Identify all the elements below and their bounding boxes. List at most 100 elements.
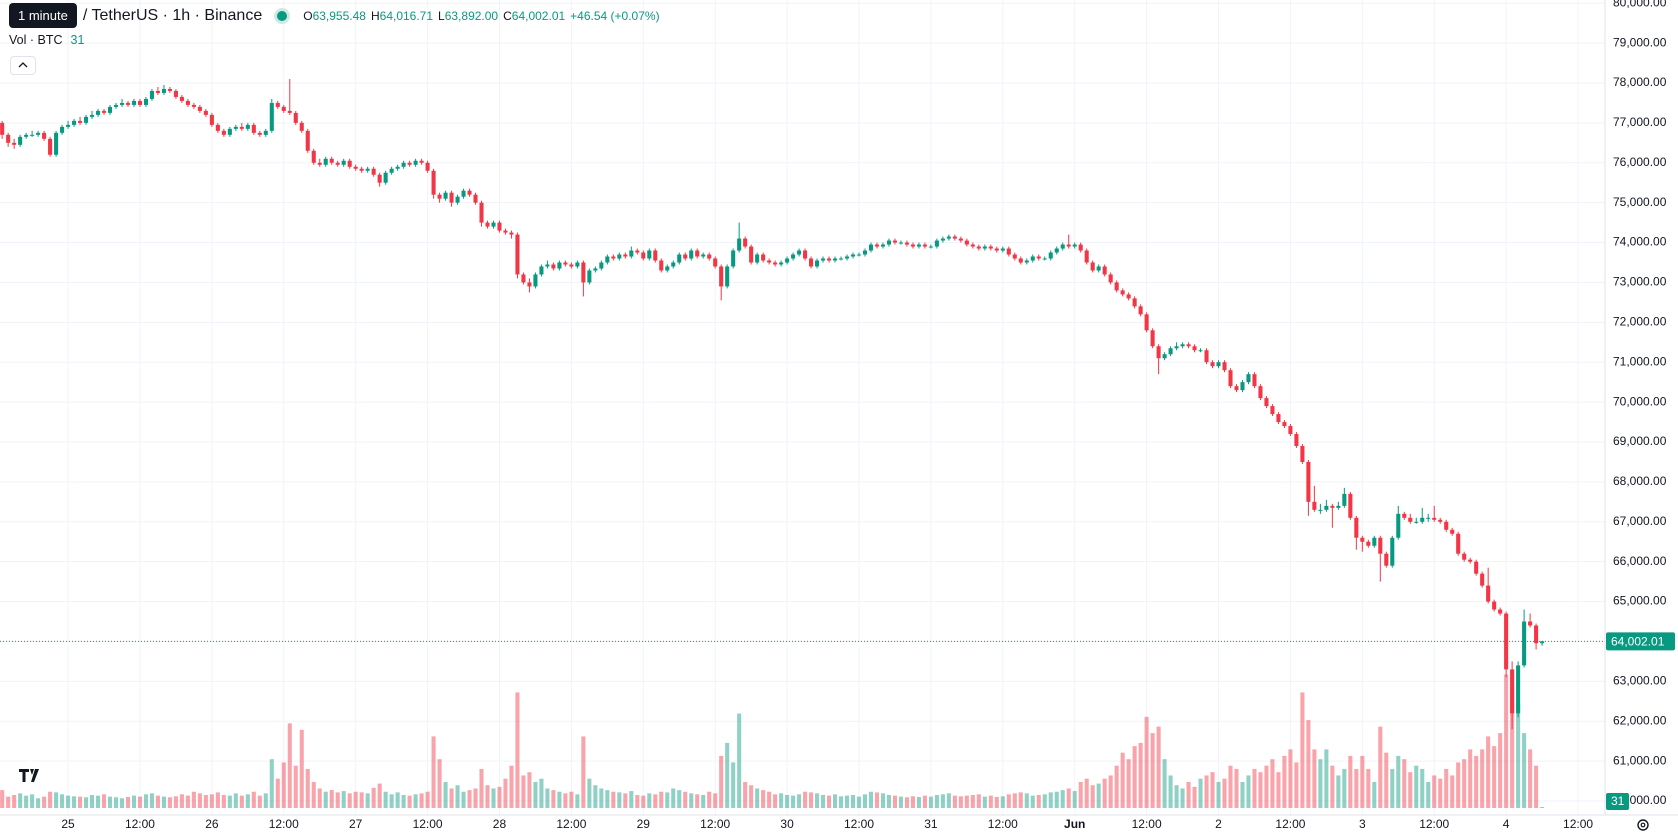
- candle-body: [1510, 669, 1515, 714]
- candle-body: [545, 264, 550, 267]
- volume-bar: [185, 795, 190, 808]
- candle-body: [101, 110, 107, 113]
- volume-bar: [18, 793, 23, 808]
- volume-bar: [1354, 768, 1359, 808]
- candle-body: [215, 124, 220, 131]
- candle-body: [605, 256, 610, 263]
- volume-bar: [137, 796, 143, 808]
- volume-bar: [1144, 716, 1149, 808]
- candle-body: [281, 106, 286, 111]
- candle-body: [1354, 517, 1359, 538]
- candle-body: [1138, 306, 1143, 315]
- candle-body: [0, 122, 5, 135]
- candle-body: [1372, 537, 1377, 546]
- volume-bar: [922, 795, 927, 808]
- candle-body: [1306, 461, 1311, 502]
- volume-bar: [1396, 755, 1401, 808]
- volume-bar: [305, 768, 310, 808]
- tv-logo: [16, 761, 46, 791]
- volume-bar: [72, 796, 77, 808]
- candle-body: [275, 102, 280, 107]
- volume-value: 31: [70, 33, 85, 47]
- volume-bar: [78, 796, 83, 808]
- candle-body: [904, 242, 909, 245]
- settings-button[interactable]: [1637, 819, 1649, 831]
- ohlc-key: C: [503, 8, 512, 23]
- candle-body: [1120, 290, 1125, 295]
- candle-body: [36, 132, 41, 135]
- candle-body: [353, 166, 358, 169]
- volume-bar: [1084, 778, 1089, 808]
- collapse-icon[interactable]: [11, 57, 35, 74]
- volume-bar: [48, 791, 53, 808]
- candle-body: [1462, 553, 1467, 560]
- candle-body: [1048, 252, 1053, 259]
- candle-body: [1528, 621, 1533, 626]
- volume-bar: [371, 787, 376, 808]
- volume-bar: [30, 794, 35, 808]
- candle-body: [1294, 434, 1299, 446]
- volume-bar: [1462, 759, 1467, 808]
- volume-bar: [1438, 778, 1443, 808]
- volume-bar: [1264, 765, 1269, 808]
- volume-bar: [569, 791, 574, 808]
- volume-bar: [395, 792, 400, 808]
- symbol[interactable]: / TetherUS · 1h · Binance: [82, 6, 263, 24]
- chevron[interactable]: [18, 62, 28, 68]
- x-tick-label: 4: [1503, 817, 1510, 831]
- volume-pane: [0, 674, 1545, 808]
- candle-body: [89, 114, 95, 117]
- logo-bg: [16, 761, 46, 791]
- market-status[interactable]: [274, 7, 291, 24]
- volume-bar: [1090, 785, 1095, 808]
- candle-body: [419, 160, 424, 163]
- volume-bar: [197, 793, 202, 808]
- y-tick-label: 69,000.00: [1613, 434, 1667, 448]
- candle-body: [95, 110, 101, 115]
- volume-bar: [785, 794, 790, 808]
- volume-bar: [874, 792, 880, 808]
- candle-body: [377, 174, 382, 183]
- volume-bar: [946, 793, 951, 808]
- candle-body: [257, 132, 262, 135]
- gear-hub[interactable]: [1640, 822, 1646, 828]
- legend-header: 1 minute / TetherUS · 1h · Binance O63,9…: [9, 3, 660, 28]
- collapse-button[interactable]: [10, 56, 36, 75]
- x-tick-label: 29: [637, 817, 651, 831]
- candle-body: [916, 244, 921, 247]
- volume-bar: [629, 791, 634, 808]
- volume-bar: [377, 783, 382, 808]
- volume-bar: [467, 790, 472, 808]
- volume-bar: [976, 794, 981, 808]
- candle-body: [982, 246, 987, 249]
- candle-body: [287, 110, 292, 113]
- candle-body: [1252, 374, 1257, 387]
- candle-body: [125, 102, 131, 105]
- candle-body: [485, 222, 490, 227]
- candle-body: [617, 254, 622, 259]
- gear[interactable]: [1637, 819, 1649, 831]
- x-tick-label: 2: [1215, 817, 1222, 831]
- volume-bar: [1402, 759, 1407, 808]
- volume-bar: [12, 794, 17, 808]
- volume-bar: [1516, 703, 1521, 808]
- volume-bar: [1198, 778, 1203, 808]
- volume-bar: [581, 736, 586, 808]
- candle-body: [1498, 609, 1503, 614]
- volume-bar: [689, 793, 694, 808]
- x-tick-label: 26: [205, 817, 219, 831]
- volume-bar: [215, 792, 220, 808]
- volume-bar: [437, 759, 442, 808]
- volume-bar: [731, 762, 736, 808]
- candle-body: [1282, 422, 1287, 427]
- candle-body: [1102, 266, 1107, 275]
- x-tick-label: 31: [924, 817, 938, 831]
- y-tick-label: 71,000.00: [1613, 354, 1667, 368]
- volume-bar: [707, 791, 712, 808]
- candle-body: [539, 266, 544, 275]
- volume-bar: [1534, 765, 1539, 808]
- volume-bar: [1468, 749, 1473, 808]
- candle-body: [1270, 406, 1275, 415]
